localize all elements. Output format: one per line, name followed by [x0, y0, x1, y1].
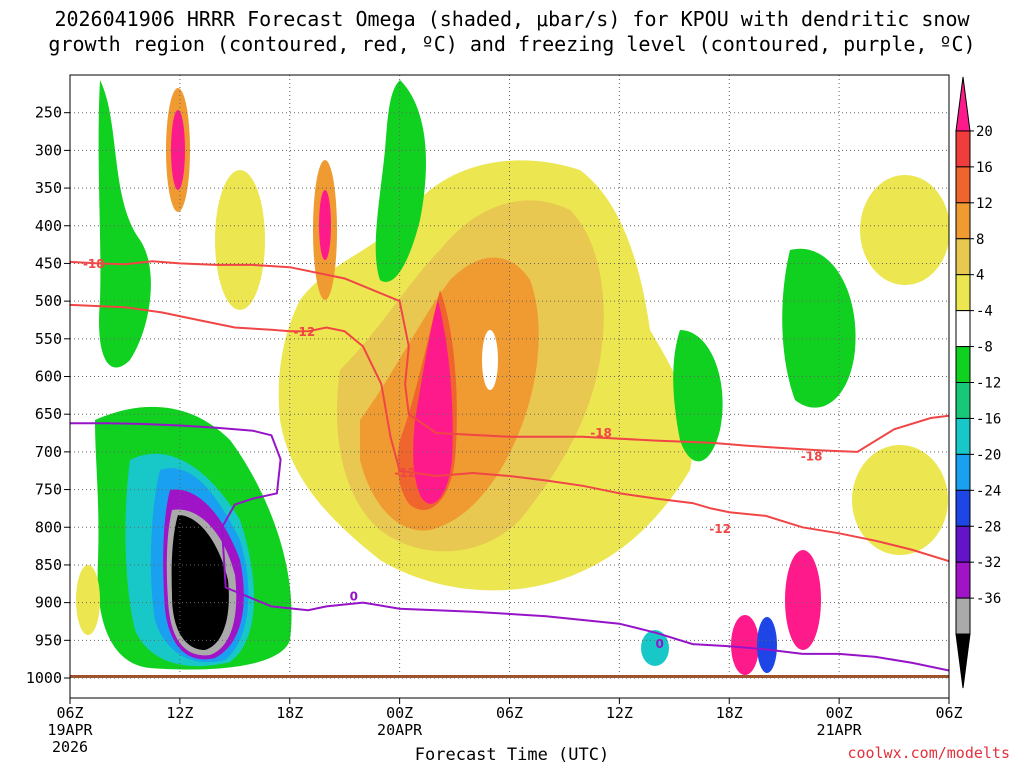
y-tick-label: 950	[35, 631, 62, 649]
y-tick-label: 750	[35, 481, 62, 499]
contour-label: -12	[294, 325, 316, 339]
yellow-patch-3	[852, 445, 948, 555]
colorbar-swatch	[955, 76, 971, 132]
x-tick-date: 21APR	[817, 721, 863, 739]
colorbar-label: 4	[976, 268, 984, 284]
green-area-right	[782, 248, 856, 408]
colorbar-label: -20	[976, 447, 1001, 463]
colorbar-swatch	[955, 525, 971, 563]
contour-label: 0	[350, 590, 358, 604]
green-area-r2	[673, 330, 723, 462]
colorbar-label: -4	[976, 304, 993, 320]
colorbar-label: 12	[976, 196, 993, 212]
x-tick-label: 00Z	[826, 704, 853, 722]
x-tick-label: 06Z	[935, 704, 962, 722]
y-tick-label: 1000	[26, 669, 62, 687]
x-axis-label: Forecast Time (UTC)	[414, 745, 610, 765]
chart-title-line-1: 2026041906 HRRR Forecast Omega (shaded, …	[54, 7, 970, 31]
y-tick-label: 400	[35, 217, 62, 235]
colorbar-label: -28	[976, 519, 1001, 535]
y-tick-label: 300	[35, 141, 62, 159]
yellow-patch-1	[215, 170, 265, 310]
green-area-left	[98, 80, 151, 368]
y-tick-label: 350	[35, 179, 62, 197]
colorbar-swatch	[955, 238, 971, 276]
y-tick-label: 900	[35, 594, 62, 612]
x-tick-label: 06Z	[56, 704, 83, 722]
cell-low-d	[641, 630, 669, 666]
y-tick-label: 500	[35, 292, 62, 310]
colorbar-label: -16	[976, 411, 1001, 427]
contour-line	[70, 303, 949, 563]
x-tick-date: 20APR	[377, 721, 423, 739]
colorbar-swatch	[955, 274, 971, 312]
y-tick-label: 850	[35, 556, 62, 574]
contour-label: -12	[394, 466, 416, 480]
terrain-band	[70, 675, 949, 678]
lowlevel-black	[171, 515, 229, 650]
y-tick-label: 550	[35, 330, 62, 348]
green-area-mid	[375, 80, 426, 282]
x-tick-year: 2026	[52, 738, 88, 756]
y-tick-label: 250	[35, 104, 62, 122]
colorbar-swatch	[955, 417, 971, 455]
colorbar-swatch	[955, 310, 971, 348]
colorbar-swatch	[955, 166, 971, 204]
colorbar: 20 16 12 8 4 -4 -8 -12 -16 -20 -24 -28 -32 -36	[955, 76, 1001, 689]
omega-shading	[70, 80, 949, 678]
contour-label: 0	[655, 637, 663, 651]
cell-low-b	[757, 617, 777, 673]
x-tick-label: 18Z	[276, 704, 303, 722]
colorbar-label: -24	[976, 483, 1001, 499]
contour-line	[70, 260, 949, 453]
plume-hole	[482, 330, 498, 390]
y-tick-label: 450	[35, 254, 62, 272]
y-tick-label: 700	[35, 443, 62, 461]
colorbar-swatch	[955, 597, 971, 635]
cell-low-a	[731, 615, 759, 675]
y-axis: 250 300 350 400 450 500 550 600 650 700 750 800 850 9…	[26, 104, 70, 687]
x-tick-label: 18Z	[716, 704, 743, 722]
colorbar-label: -36	[976, 591, 1001, 607]
contour-line	[70, 422, 949, 672]
colorbar-label: 8	[976, 232, 984, 248]
colorbar-label: -12	[976, 376, 1001, 392]
colorbar-swatch	[955, 346, 971, 383]
temperature-contours: -18 -18 -18 -12 -12 -12 0 0	[70, 257, 949, 672]
colorbar-label: 16	[976, 160, 993, 176]
colorbar-swatch	[955, 489, 971, 527]
x-tick-date: 19APR	[47, 721, 93, 739]
plume-magenta	[413, 300, 453, 504]
credit-link[interactable]: coolwx.com/modelts	[847, 744, 1010, 762]
x-tick-label: 12Z	[606, 704, 633, 722]
colorbar-swatch	[955, 453, 971, 491]
yellow-patch-4	[76, 565, 100, 635]
colorbar-swatch	[955, 633, 971, 689]
y-tick-label: 800	[35, 518, 62, 536]
colorbar-swatch	[955, 202, 971, 240]
colorbar-swatch	[955, 561, 971, 599]
x-tick-label: 12Z	[166, 704, 193, 722]
x-tick-label: 06Z	[496, 704, 523, 722]
x-tick-label: 00Z	[386, 704, 413, 722]
colorbar-label: -32	[976, 555, 1001, 571]
y-tick-label: 650	[35, 405, 62, 423]
colorbar-swatch	[955, 130, 971, 168]
chart-title-line-2: growth region (contoured, red, ºC) and f…	[48, 32, 976, 56]
contour-label: -18	[801, 449, 823, 463]
y-tick-label: 600	[35, 368, 62, 386]
yellow-patch-2	[860, 175, 949, 285]
contour-label: -18	[83, 257, 105, 271]
contour-label: -18	[590, 426, 612, 440]
contour-label: -12	[709, 522, 731, 536]
cell-low-c	[785, 550, 821, 650]
cell-20z-core	[319, 190, 331, 260]
colorbar-label: -8	[976, 340, 993, 356]
colorbar-swatch	[955, 382, 971, 419]
colorbar-label: 20	[976, 124, 993, 140]
